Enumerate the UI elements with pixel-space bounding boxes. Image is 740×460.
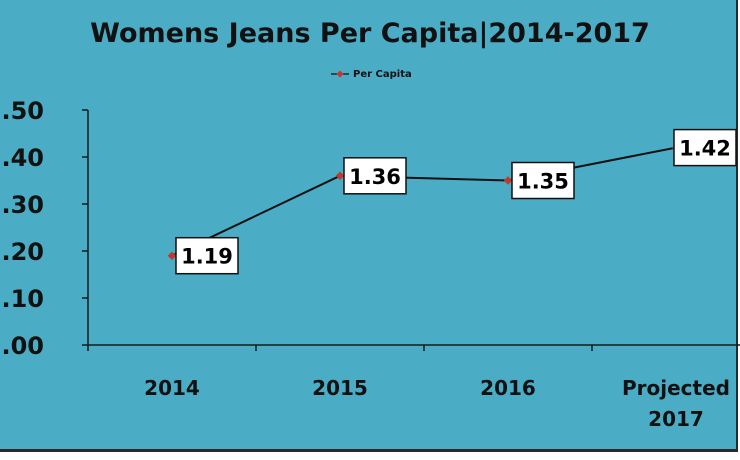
x-category-label-line: 2015 [312,376,368,400]
y-tick-label: .20 [1,238,44,266]
x-category-label: Projected 2017 [622,376,730,431]
x-category-label-line: Projected [622,376,730,400]
data-label-value: 1.36 [349,165,401,189]
y-tick-label: .40 [1,144,44,172]
x-category-label-line: 2017 [648,407,704,431]
data-label-box [175,236,239,275]
y-tick-label: .10 [1,285,44,313]
chart-legend: Per Capita [330,67,412,81]
y-tick-label: .30 [1,191,44,219]
data-label-box [673,128,737,167]
legend-line-marker-icon [331,70,349,78]
data-label-box [511,161,575,200]
legend-label: Per Capita [353,68,412,80]
chart-title: Womens Jeans Per Capita|2014-2017 [90,18,650,49]
x-category-label-line: 2014 [144,376,200,400]
data-label-box [343,157,407,195]
y-tick-label: .00 [1,332,44,360]
data-point-marker [335,171,345,181]
series-line-per-capita [171,146,677,257]
data-label-value: 1.42 [679,137,731,161]
data-label-value: 1.19 [181,245,233,269]
x-category-label: 2014 [144,376,200,400]
y-tick-label: .50 [1,97,44,125]
data-point-marker [503,176,513,185]
x-category-label: 2015 [312,376,368,400]
chart-background [0,0,738,452]
data-label-value: 1.35 [517,170,569,194]
x-category-label: 2016 [480,376,536,400]
x-category-label-line: 2016 [480,376,536,400]
data-point-marker [167,251,177,260]
